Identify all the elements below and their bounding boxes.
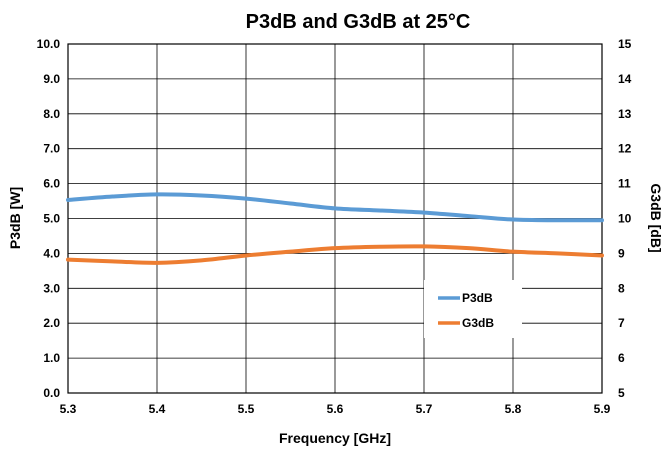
- y-left-tick-label: 5.0: [43, 212, 60, 226]
- y-right-tick-label: 9: [618, 246, 625, 260]
- y-left-tick-label: 4.0: [43, 246, 60, 260]
- y-left-tick-label: 8.0: [43, 107, 60, 121]
- chart-title: P3dB and G3dB at 25°C: [246, 11, 471, 33]
- series-line-g3db: [66, 244, 604, 265]
- x-tick-label: 5.8: [505, 402, 522, 416]
- y-right-tick-label: 11: [618, 177, 631, 191]
- y-right-tick-label: 12: [618, 142, 632, 156]
- x-tick-label: 5.3: [60, 402, 77, 416]
- y-left-tick-label: 6.0: [43, 177, 60, 191]
- y-right-tick-label: 5: [618, 386, 625, 400]
- legend-items: P3dB G3dB: [438, 291, 494, 330]
- y-right-tick-label: 13: [618, 107, 632, 121]
- y-right-tick-label: 10: [618, 212, 632, 226]
- y-right-tick-label: 15: [618, 37, 632, 51]
- y-left-tick-label: 10.0: [37, 37, 61, 51]
- x-axis-title: Frequency [GHz]: [279, 430, 391, 446]
- legend-label-p3db: P3dB: [462, 291, 493, 305]
- y-right-tick-label: 8: [618, 281, 625, 295]
- series-line-p3db: [66, 192, 604, 223]
- ticks-layer: 5.3 5.4 5.5 5.6 5.7 5.8 5.9 0.0 1.0 2.0 3.0 4.0 5.0 6…: [37, 37, 632, 416]
- y-right-tick-label: 7: [618, 316, 625, 330]
- y-left-tick-label: 2.0: [43, 316, 60, 330]
- y-left-tick-label: 1.0: [43, 351, 60, 365]
- x-tick-label: 5.6: [327, 402, 344, 416]
- y-left-tick-label: 9.0: [43, 72, 60, 86]
- y-left-tick-label: 3.0: [43, 281, 60, 295]
- y-right-axis-title: G3dB [dB]: [648, 183, 664, 252]
- y-right-tick-label: 14: [618, 72, 632, 86]
- legend: P3dB G3dB: [424, 280, 522, 338]
- y-right-tick-label: 6: [618, 351, 625, 365]
- y-left-axis-title: P3dB [W]: [7, 187, 23, 249]
- y-left-tick-label: 7.0: [43, 142, 60, 156]
- series-layer: [66, 192, 604, 265]
- legend-background: [424, 280, 522, 338]
- legend-label-g3db: G3dB: [462, 316, 494, 330]
- y-left-tick-label: 0.0: [43, 386, 60, 400]
- x-tick-label: 5.5: [238, 402, 255, 416]
- x-tick-label: 5.4: [149, 402, 166, 416]
- x-tick-label: 5.9: [594, 402, 611, 416]
- x-tick-label: 5.7: [416, 402, 433, 416]
